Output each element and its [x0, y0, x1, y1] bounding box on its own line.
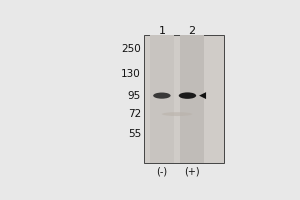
Text: 2: 2: [189, 26, 196, 36]
Text: 95: 95: [128, 91, 141, 101]
Bar: [181, 35, 204, 163]
Text: (+): (+): [184, 167, 200, 177]
Text: 1: 1: [158, 26, 165, 36]
Text: 72: 72: [128, 109, 141, 119]
Ellipse shape: [162, 112, 192, 116]
Ellipse shape: [179, 92, 196, 99]
Text: 250: 250: [121, 44, 141, 54]
Text: (-): (-): [156, 167, 167, 177]
Text: 55: 55: [128, 129, 141, 139]
Bar: [145, 35, 224, 163]
Polygon shape: [199, 92, 206, 99]
Ellipse shape: [153, 93, 171, 99]
Text: 130: 130: [121, 69, 141, 79]
Bar: [150, 35, 173, 163]
